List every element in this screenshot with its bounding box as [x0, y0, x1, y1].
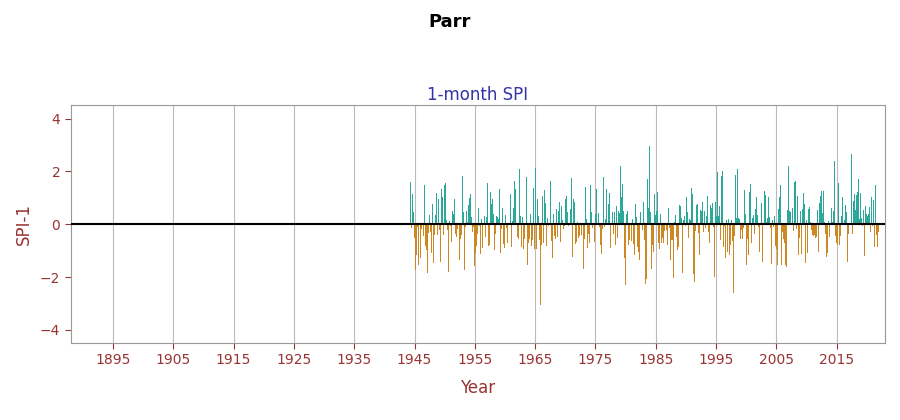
Y-axis label: SPI-1: SPI-1 — [15, 203, 33, 245]
X-axis label: Year: Year — [460, 378, 495, 396]
Title: 1-month SPI: 1-month SPI — [428, 86, 528, 104]
Text: Parr: Parr — [428, 13, 472, 31]
